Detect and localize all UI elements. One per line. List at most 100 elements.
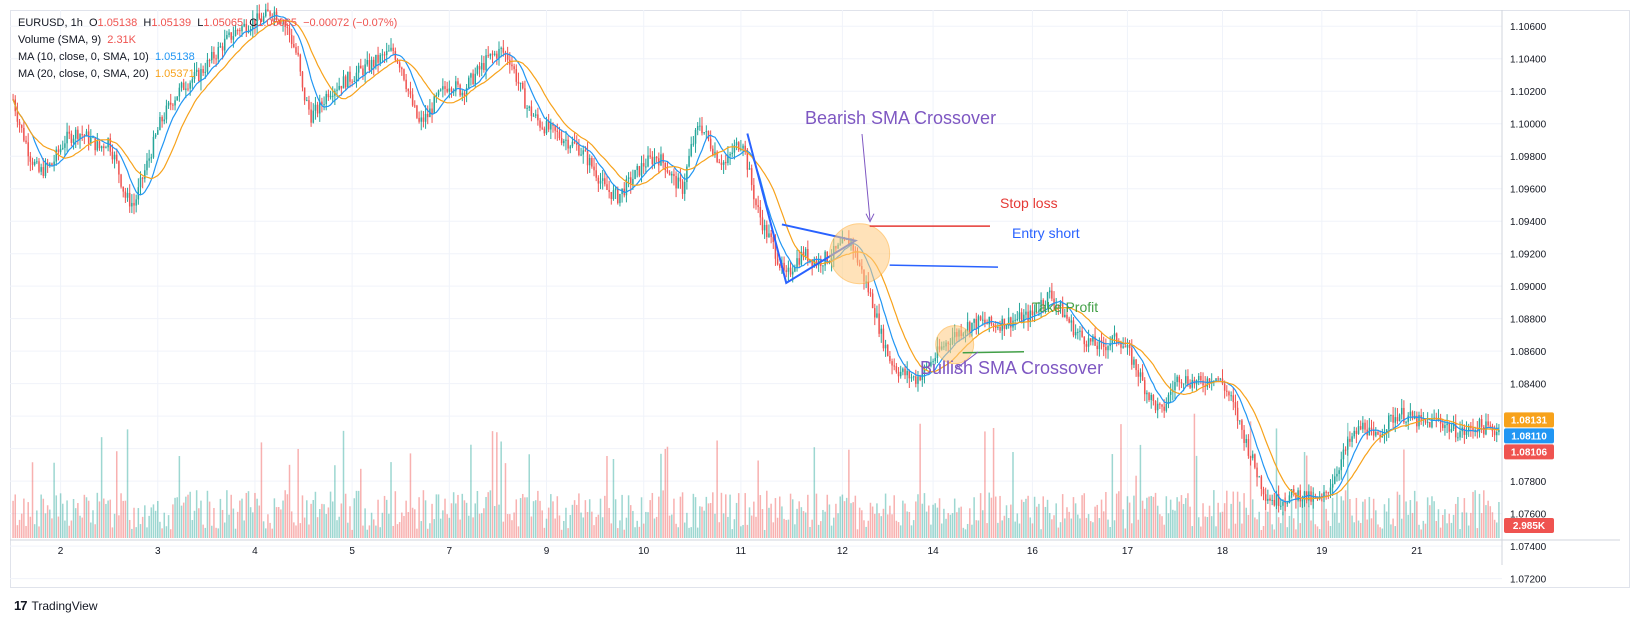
volume-bar [377, 499, 379, 538]
candle-body [1107, 346, 1109, 351]
candle-body [930, 361, 932, 367]
candle-body [336, 89, 338, 91]
volume-bar [1262, 526, 1265, 538]
candle-body [1338, 470, 1340, 474]
candle-body [636, 166, 638, 171]
volume-bar [133, 507, 135, 538]
volume-bar [940, 523, 943, 538]
volume-bar [1446, 523, 1448, 538]
legend-volume[interactable]: Volume (SMA, 9) 2.31K [18, 34, 136, 46]
volume-bar [1234, 523, 1237, 538]
volume-bar [921, 503, 924, 538]
volume-bar [690, 527, 692, 538]
volume-bar [1411, 512, 1414, 538]
volume-bar [1331, 497, 1334, 538]
candle-body [1174, 382, 1176, 390]
entry-short-label[interactable]: Entry short [1012, 225, 1080, 241]
candle-body [1035, 311, 1038, 313]
take-profit-label[interactable]: Take Profit [1032, 299, 1098, 315]
candle-body [593, 166, 595, 171]
volume-bar [1470, 512, 1472, 538]
volume-bar [1010, 504, 1012, 538]
volume-bar [930, 524, 932, 538]
candle-body [714, 151, 716, 156]
volume-bar [53, 462, 55, 538]
volume-bar [1489, 506, 1492, 538]
volume-bar [1394, 526, 1397, 538]
candle-body [403, 69, 405, 80]
volume-bar [608, 507, 610, 538]
volume-bar [355, 490, 358, 538]
candle-body [498, 48, 500, 59]
candle-body [426, 113, 429, 118]
volume-bar [316, 517, 319, 538]
volume-bar [1353, 522, 1355, 538]
candle-body [1388, 415, 1390, 430]
volume-bar [403, 515, 405, 538]
volume-bar [1472, 491, 1474, 538]
candle-body [232, 36, 235, 40]
candle-body [442, 86, 444, 90]
volume-bar [429, 523, 431, 538]
volume-bar [193, 510, 196, 538]
candle-body [649, 155, 651, 157]
legend-timeframe[interactable]: 1h [70, 17, 83, 29]
candle-body [152, 136, 155, 158]
volume-bar [537, 490, 539, 538]
volume-bar [85, 497, 88, 538]
volume-bar [252, 512, 254, 538]
candle-body [876, 313, 878, 318]
candle-body [1269, 498, 1271, 501]
volume-bar [388, 513, 390, 538]
volume-bar [409, 453, 412, 538]
volume-bar [575, 504, 578, 538]
volume-bar [38, 526, 40, 538]
candle-body [372, 59, 375, 67]
entry-short-line[interactable] [889, 264, 999, 268]
candle-body [265, 9, 267, 17]
triangle-pattern[interactable] [746, 133, 858, 285]
candle-body [1219, 378, 1222, 380]
volume-bar [1053, 515, 1055, 538]
volume-bar [327, 507, 330, 538]
brand[interactable]: 17 TradingView [14, 598, 98, 613]
volume-bar [444, 498, 446, 538]
bearish-crossover-circle[interactable] [829, 223, 891, 285]
volume-bar [1202, 503, 1204, 538]
candle-body [932, 361, 934, 363]
volume-bar [763, 529, 766, 538]
candle-body [113, 154, 116, 160]
candle-body [502, 47, 505, 53]
candle-body [316, 104, 319, 114]
volume-bar [483, 508, 485, 538]
candle-body [189, 82, 191, 89]
volume-bar [163, 512, 166, 538]
candle-body [422, 117, 425, 122]
candle-body [658, 158, 660, 166]
candle-body [420, 117, 423, 122]
volume-bar [169, 529, 172, 538]
volume-bar [1388, 498, 1390, 538]
candle-body [1346, 438, 1349, 450]
legend-symbol[interactable]: EURUSD [18, 17, 65, 29]
volume-bar [1210, 516, 1213, 538]
volume-bar [962, 527, 965, 538]
legend-high: 1.05139 [151, 17, 192, 29]
legend-ma20[interactable]: MA (20, close, 0, SMA, 20) 1.05371 [18, 68, 195, 80]
stop-loss-label[interactable]: Stop loss [1000, 195, 1058, 211]
bullish-crossover-circle[interactable] [935, 325, 975, 365]
volume-bar [612, 459, 615, 538]
candle-body [329, 95, 332, 98]
volume-bar [1107, 519, 1109, 538]
bearish-crossover-label[interactable]: Bearish SMA Crossover [805, 108, 996, 128]
legend-ma10[interactable]: MA (10, close, 0, SMA, 10) 1.05138 [18, 51, 195, 63]
candle-body [85, 131, 88, 137]
take-profit-line[interactable] [962, 351, 1025, 354]
bullish-crossover-label[interactable]: Bullish SMA Crossover [920, 358, 1103, 378]
ma20-line[interactable] [12, 20, 1500, 500]
candle-body [524, 88, 526, 109]
volume-bar [1135, 475, 1137, 538]
candle-body [90, 137, 92, 144]
volume-bar [411, 507, 414, 538]
